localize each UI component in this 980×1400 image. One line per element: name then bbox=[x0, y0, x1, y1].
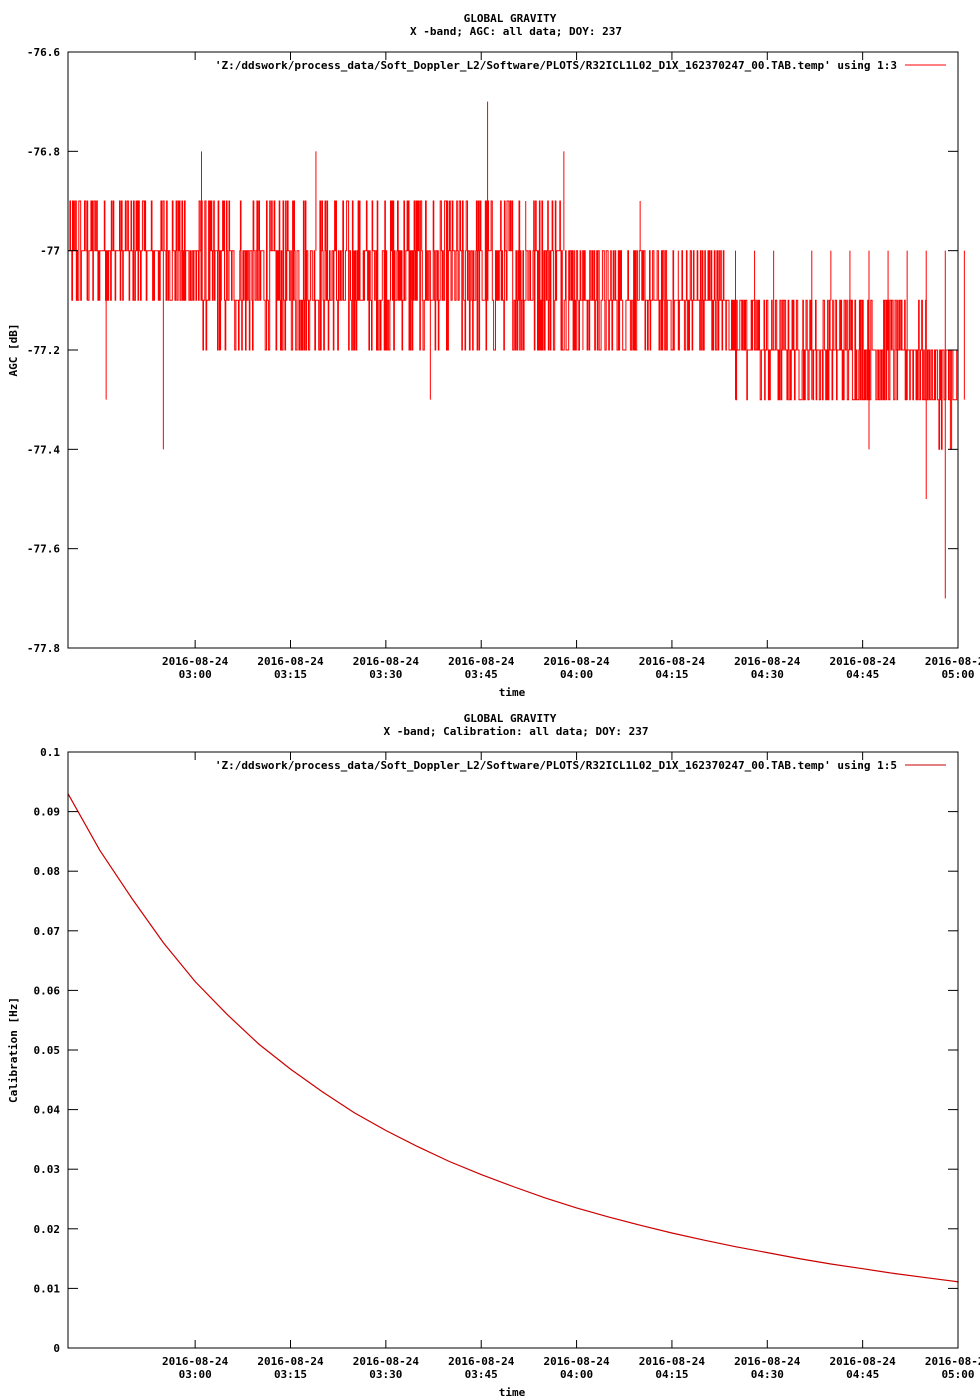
calibration-x-tick-date: 2016-08-24 bbox=[448, 1355, 515, 1368]
calibration-x-tick-time: 03:15 bbox=[274, 1368, 307, 1381]
agc-noise-trace bbox=[68, 200, 958, 450]
calibration-x-tick-time: 04:00 bbox=[560, 1368, 593, 1381]
calibration-y-tick-label: 0.04 bbox=[34, 1104, 61, 1117]
calibration-y-tick-label: 0.01 bbox=[34, 1282, 61, 1295]
calibration-x-tick-date: 2016-08-24 bbox=[639, 1355, 706, 1368]
agc-x-tick-date: 2016-08-24 bbox=[162, 655, 229, 668]
agc-x-tick-date: 2016-08-24 bbox=[257, 655, 324, 668]
calibration-y-tick-label: 0.07 bbox=[34, 925, 61, 938]
agc-chart-title-line1: GLOBAL GRAVITY bbox=[464, 12, 557, 25]
calibration-chart-title-line1: GLOBAL GRAVITY bbox=[464, 712, 557, 725]
calibration-x-tick-time: 04:15 bbox=[655, 1368, 688, 1381]
calibration-x-tick-date: 2016-08-24 bbox=[353, 1355, 420, 1368]
agc-x-tick-time: 04:15 bbox=[655, 668, 688, 681]
calibration-x-tick-time: 03:00 bbox=[179, 1368, 212, 1381]
agc-y-tick-label: -77.2 bbox=[27, 344, 60, 357]
calibration-x-axis-label: time bbox=[499, 1386, 526, 1399]
calibration-y-tick-label: 0.08 bbox=[34, 865, 61, 878]
agc-y-tick-label: -76.8 bbox=[27, 145, 60, 158]
calibration-x-tick-time: 03:45 bbox=[465, 1368, 498, 1381]
agc-x-tick-date: 2016-08-24 bbox=[639, 655, 706, 668]
calibration-y-tick-label: 0.09 bbox=[34, 806, 61, 819]
calibration-x-tick-date: 2016-08-24 bbox=[830, 1355, 897, 1368]
agc-x-tick-time: 03:45 bbox=[465, 668, 498, 681]
calibration-x-tick-time: 05:00 bbox=[941, 1368, 974, 1381]
calibration-legend-text: 'Z:/ddswork/process_data/Soft_Doppler_L2… bbox=[215, 759, 897, 772]
calibration-y-tick-label: 0.02 bbox=[34, 1223, 61, 1236]
calibration-plot-frame bbox=[67, 751, 959, 1349]
agc-x-tick-time: 04:30 bbox=[751, 668, 784, 681]
agc-y-tick-label: -77.6 bbox=[27, 543, 60, 556]
calibration-chart: GLOBAL GRAVITY X -band; Calibration: all… bbox=[7, 712, 980, 1399]
agc-y-tick-label: -77 bbox=[40, 245, 60, 258]
calibration-y-tick-label: 0.05 bbox=[34, 1044, 61, 1057]
agc-x-axis-label: time bbox=[499, 686, 526, 699]
agc-x-tick-date: 2016-08-24 bbox=[353, 655, 420, 668]
calibration-y-tick-label: 0 bbox=[53, 1342, 60, 1355]
calibration-x-tick-date: 2016-08-24 bbox=[925, 1355, 980, 1368]
agc-x-tick-date: 2016-08-24 bbox=[830, 655, 897, 668]
agc-x-tick-time: 04:00 bbox=[560, 668, 593, 681]
agc-y-tick-label: -77.4 bbox=[27, 443, 60, 456]
calibration-x-tick-time: 03:30 bbox=[369, 1368, 402, 1381]
calibration-x-tick-date: 2016-08-24 bbox=[162, 1355, 229, 1368]
calibration-x-tick-time: 04:30 bbox=[751, 1368, 784, 1381]
calibration-series-line bbox=[67, 793, 959, 1283]
calibration-x-tick-date: 2016-08-24 bbox=[734, 1355, 801, 1368]
agc-y-tick-label: -77.8 bbox=[27, 642, 60, 655]
agc-chart-title-line2: X -band; AGC: all data; DOY: 237 bbox=[410, 25, 622, 38]
agc-x-tick-time: 05:00 bbox=[941, 668, 974, 681]
agc-x-tick-date: 2016-08-24 bbox=[734, 655, 801, 668]
calibration-x-tick-date: 2016-08-24 bbox=[543, 1355, 610, 1368]
agc-x-tick-date: 2016-08-24 bbox=[448, 655, 515, 668]
calibration-chart-title-line2: X -band; Calibration: all data; DOY: 237 bbox=[384, 725, 649, 738]
agc-y-tick-label: -76.6 bbox=[27, 46, 60, 59]
calibration-x-tick-date: 2016-08-24 bbox=[257, 1355, 324, 1368]
agc-legend-text: 'Z:/ddswork/process_data/Soft_Doppler_L2… bbox=[215, 59, 897, 72]
calibration-y-axis-label: Calibration [Hz] bbox=[7, 997, 20, 1103]
agc-x-tick-time: 03:30 bbox=[369, 668, 402, 681]
agc-x-tick-time: 03:00 bbox=[179, 668, 212, 681]
agc-chart: GLOBAL GRAVITY X -band; AGC: all data; D… bbox=[7, 12, 980, 699]
agc-x-tick-time: 03:15 bbox=[274, 668, 307, 681]
agc-x-tick-date: 2016-08-24 bbox=[543, 655, 610, 668]
agc-y-axis-label: AGC [dB] bbox=[7, 324, 20, 377]
calibration-y-tick-label: 0.06 bbox=[34, 984, 61, 997]
calibration-x-tick-time: 04:45 bbox=[846, 1368, 879, 1381]
calibration-y-tick-label: 0.1 bbox=[40, 746, 60, 759]
agc-x-tick-date: 2016-08-24 bbox=[925, 655, 980, 668]
agc-x-tick-time: 04:45 bbox=[846, 668, 879, 681]
calibration-y-tick-label: 0.03 bbox=[34, 1163, 61, 1176]
